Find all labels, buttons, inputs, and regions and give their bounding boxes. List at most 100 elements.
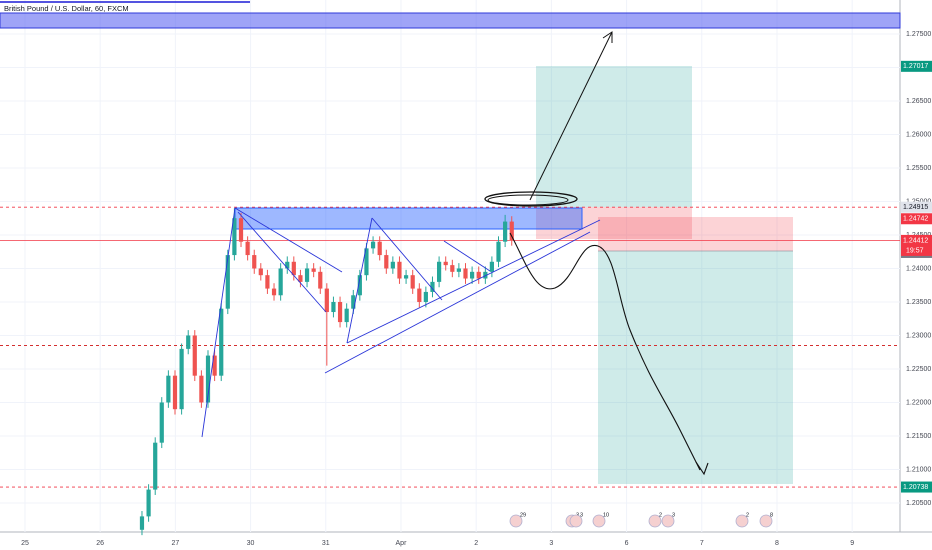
candle-body [364, 248, 369, 276]
trend-line [234, 207, 343, 273]
resistance-box [234, 207, 583, 230]
candle-body [205, 355, 211, 403]
candle-body [390, 261, 395, 269]
chart-title: British Pound / U.S. Dollar, 60, FXCM [4, 4, 129, 13]
y-tick-label: 1.22500 [906, 366, 931, 373]
candle-body [509, 221, 514, 241]
event-icon [735, 514, 749, 528]
candle-body [291, 261, 296, 276]
y-tick-label: 1.26500 [906, 98, 931, 105]
x-tick-label: 26 [96, 540, 104, 547]
candle-body [311, 268, 316, 272]
x-tick-label: 6 [625, 540, 629, 547]
candle-body [384, 255, 389, 269]
candle-body [430, 281, 435, 292]
price-tag [901, 60, 932, 72]
x-tick-label: Apr [396, 540, 408, 547]
price-tag-label: 1.20738 [903, 484, 928, 491]
event-count: 3 [580, 512, 583, 518]
candle-body [351, 295, 356, 309]
x-tick-label: 30 [247, 540, 255, 547]
event-icon [569, 514, 583, 528]
short-target [598, 251, 793, 484]
trend-line [346, 217, 373, 344]
candle-body [285, 261, 290, 269]
circle-mark [484, 191, 578, 207]
candle-body [153, 442, 158, 490]
candle-body [423, 291, 428, 302]
y-tick-label: 1.21500 [906, 433, 931, 440]
trend-line [237, 211, 327, 313]
long-stop [536, 207, 692, 239]
event-count: 2 [746, 512, 749, 518]
y-tick-label: 1.23000 [906, 332, 931, 339]
candle-body [252, 255, 257, 269]
candle-body [324, 288, 329, 313]
candle-body [476, 271, 481, 279]
event-count: 8 [770, 512, 773, 518]
price-tag [901, 213, 932, 225]
candle-body [496, 241, 501, 262]
trend-line [443, 240, 491, 272]
candle-body [225, 255, 230, 309]
y-tick-label: 1.21000 [906, 466, 931, 473]
price-tag [901, 235, 932, 247]
candle-body [470, 271, 475, 279]
sketch-curve [509, 232, 701, 471]
event-count: 29 [520, 512, 526, 518]
candle-body [410, 275, 415, 289]
event-count: 2 [659, 512, 662, 518]
x-tick-label: 2 [474, 540, 478, 547]
candle-body [172, 375, 178, 410]
candle-body [397, 261, 402, 279]
y-tick-label: 1.26000 [906, 131, 931, 138]
candle-body [403, 275, 409, 279]
candle-body [271, 288, 277, 296]
x-tick-label: 25 [21, 540, 29, 547]
circle-mark [487, 194, 569, 206]
y-tick-label: 1.25500 [906, 165, 931, 172]
candle-body [489, 261, 494, 272]
candle-body [212, 355, 217, 376]
candle-body [219, 308, 224, 376]
candle-body [443, 261, 448, 266]
price-tag-label: 1.24742 [903, 216, 928, 223]
candle-body [265, 275, 270, 289]
candle-body [331, 301, 336, 313]
candle-body [304, 268, 310, 282]
candle-body [377, 241, 382, 256]
x-tick-label: 3 [549, 540, 553, 547]
price-tag [901, 481, 932, 493]
event-icon [661, 514, 675, 528]
candle-body [146, 489, 151, 517]
event-icon [509, 514, 523, 528]
countdown-tag [901, 245, 932, 256]
candle-body [344, 308, 349, 323]
candle-body [139, 516, 145, 530]
trend-line [346, 219, 601, 344]
x-tick-label: 8 [775, 540, 779, 547]
event-icon [648, 514, 662, 528]
event-icon [759, 514, 773, 528]
trend-line [201, 207, 236, 438]
candle-body [318, 271, 323, 289]
candle-body [192, 335, 197, 376]
candle-body [278, 268, 283, 296]
candle-body [238, 218, 244, 242]
price-tag-label: 1.27017 [903, 63, 928, 70]
arrow-head [695, 461, 709, 476]
candle-body [483, 271, 488, 279]
x-tick-label: 27 [171, 540, 179, 547]
countdown-label: 19:57 [906, 248, 924, 255]
price-tag-label: 1.24412 [903, 238, 928, 245]
candle-body [503, 221, 508, 242]
candle-body [245, 241, 250, 256]
x-tick-label: 9 [850, 540, 854, 547]
x-tick-label: 7 [700, 540, 704, 547]
candle-body [298, 275, 303, 282]
candle-body [370, 241, 376, 249]
event-count: 3 [672, 512, 675, 518]
price-tag-label: 1.24915 [903, 204, 928, 211]
arrow [529, 31, 613, 201]
zone-box [0, 12, 901, 29]
